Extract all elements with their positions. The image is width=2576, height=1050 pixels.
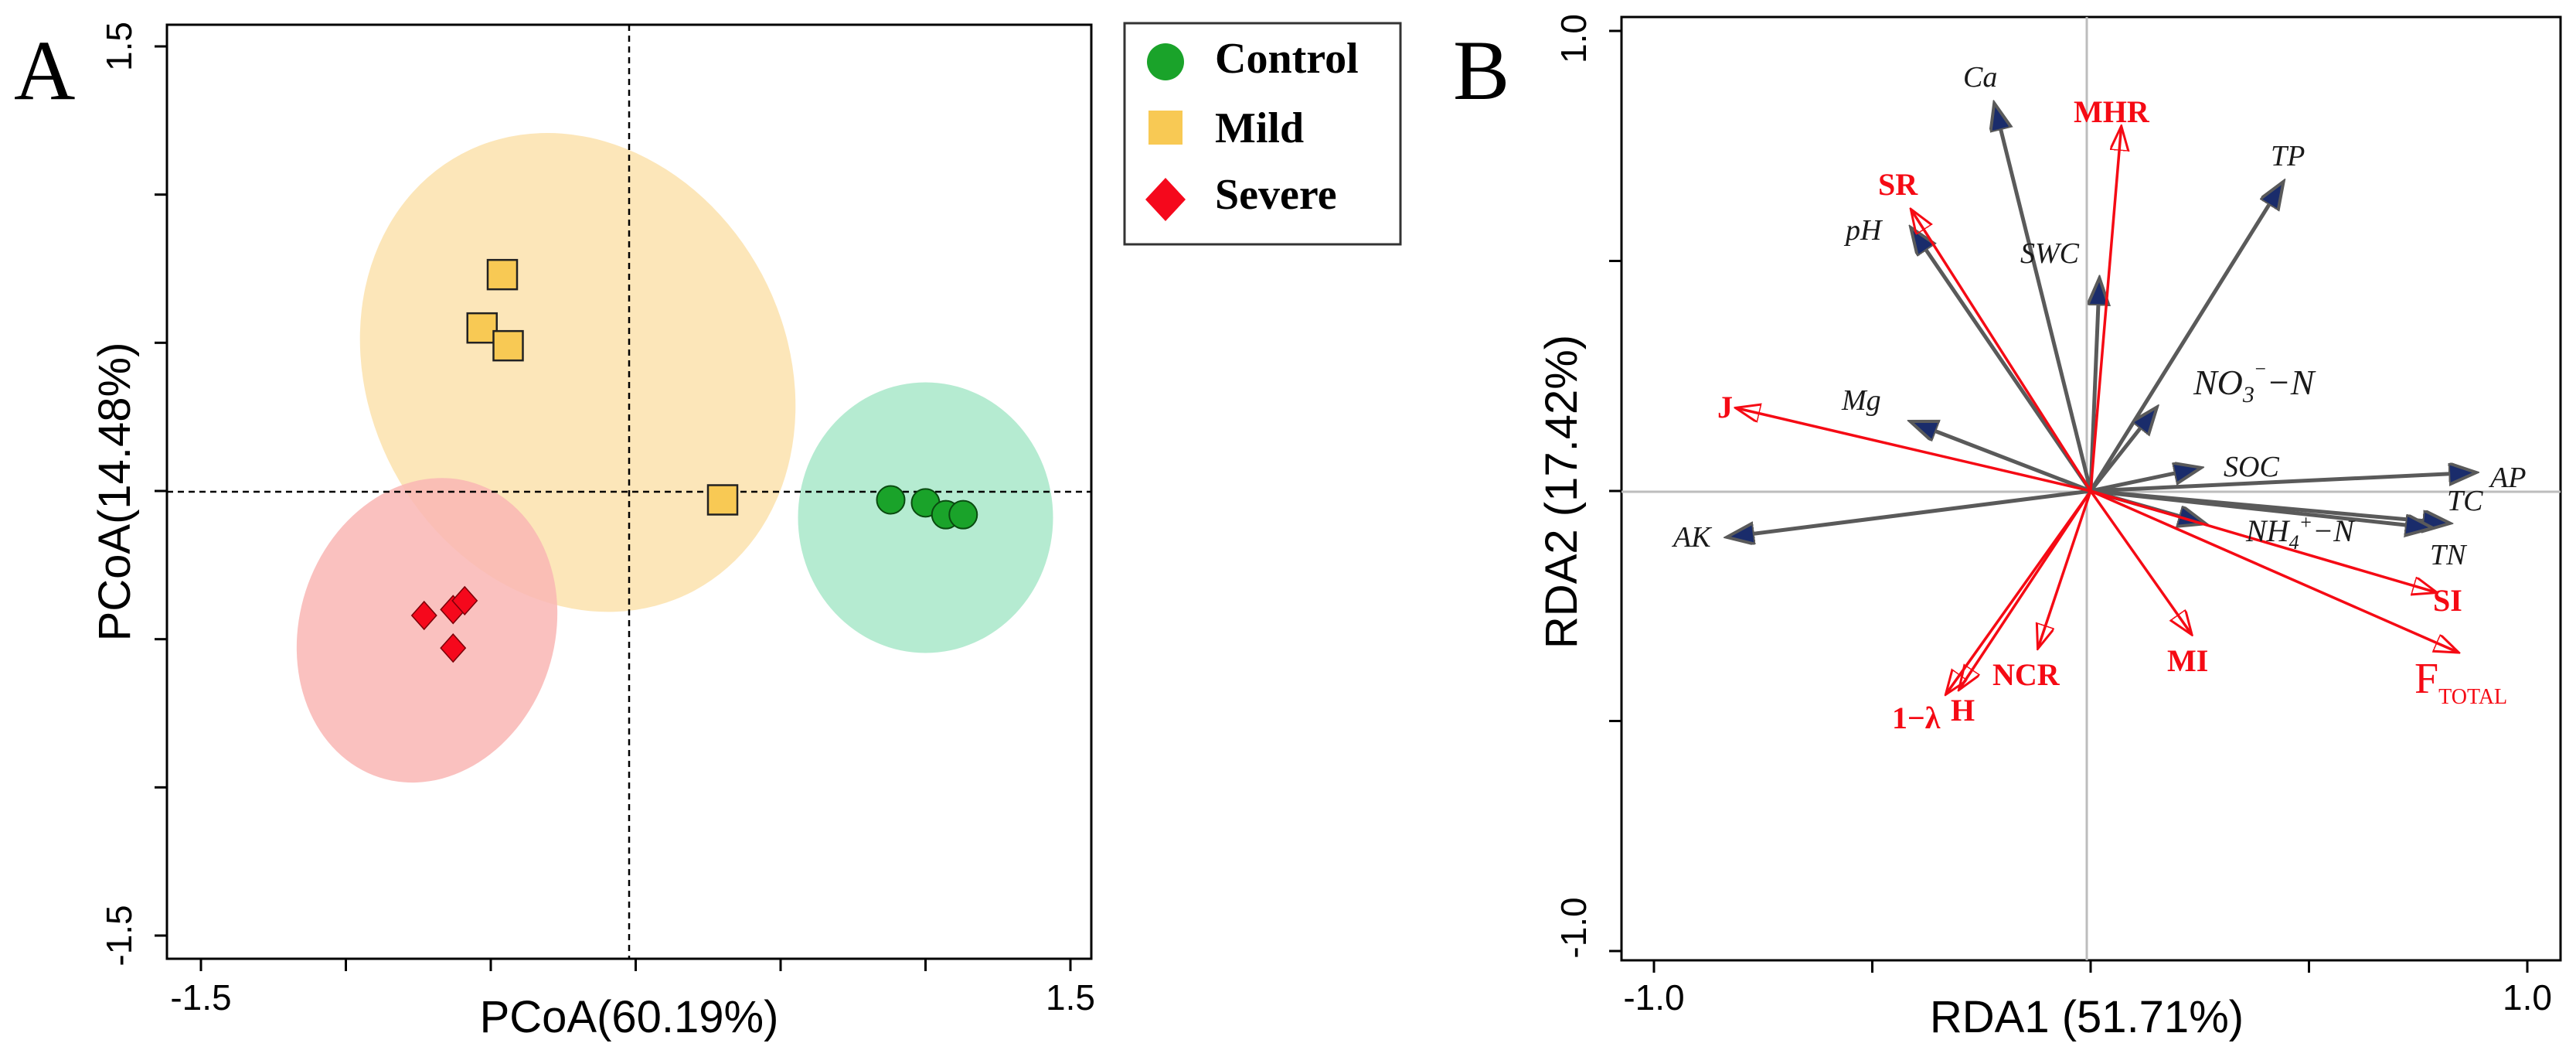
panel-b-letter: B: [1453, 23, 1509, 118]
label-ca: Ca: [1963, 61, 1997, 94]
label-j: J: [1717, 390, 1733, 424]
legend-label-severe: Severe: [1215, 171, 1337, 219]
label-si: SI: [2433, 583, 2462, 618]
rda-x-tick-min: -1.0: [1623, 977, 1684, 1018]
data-points: [410, 258, 978, 663]
y-tick-label-max: 1.5: [99, 22, 139, 71]
rda-y-tick-min: -1.0: [1553, 897, 1594, 958]
legend-marker-mild: [1148, 111, 1183, 145]
label-nh4: NH4+−N: [2245, 511, 2356, 554]
axis-ticks: [155, 45, 1072, 971]
rda-x-axis-title: RDA1 (51.71%): [1930, 992, 2244, 1042]
y-tick-label-min: -1.5: [99, 905, 139, 966]
response-arrow-mhr: [2089, 128, 2122, 492]
point-mild: [486, 258, 519, 291]
x-axis-title: PCoA(60.19%): [480, 992, 779, 1042]
label-mg: Mg: [1841, 384, 1881, 417]
rda-biplot: Ca TP pH SWC Mg SOC AP TC TN AK NO3⁻−N N…: [1536, 14, 2562, 1042]
env-arrow-swc: [2091, 279, 2099, 492]
panel-a-letter: A: [14, 23, 75, 118]
response-arrow-ftotal: [2090, 489, 2458, 652]
env-arrow-soc: [2090, 468, 2200, 493]
env-arrow-ap: [2090, 472, 2475, 493]
ellipse-control: [798, 382, 1053, 653]
label-f-total: FTOTAL: [2414, 655, 2507, 709]
label-ap: AP: [2488, 462, 2526, 494]
environment-vectors: [1728, 104, 2475, 537]
x-tick-label-max: 1.5: [1046, 977, 1095, 1018]
legend-marker-severe: [1145, 178, 1186, 221]
legend-label-mild: Mild: [1215, 104, 1304, 152]
point-mild: [466, 312, 498, 344]
y-axis-title: PCoA(14.48%): [90, 343, 140, 642]
env-arrow-ph: [1911, 229, 2093, 493]
label-nh4-tail: −N: [2312, 513, 2356, 548]
point-severe: [410, 600, 437, 631]
rda-x-tick-max: 1.0: [2503, 977, 2552, 1018]
label-ph: pH: [1843, 214, 1884, 247]
response-arrow-ncr: [2038, 490, 2092, 647]
label-nh4-base: NH: [2245, 513, 2291, 548]
label-mi: MI: [2167, 643, 2208, 678]
env-arrow-tn: [2090, 489, 2431, 528]
point-mild: [706, 484, 739, 516]
label-sr: SR: [1878, 167, 1918, 202]
axis-ticks: [1609, 29, 2529, 973]
response-arrow-1: [1947, 489, 2092, 694]
label-tp: TP: [2271, 140, 2305, 172]
point-severe: [440, 633, 467, 663]
label-nh4-sub: 4: [2289, 531, 2299, 554]
point-control: [948, 499, 978, 530]
label-swc: SWC: [2020, 237, 2080, 270]
label-no3-sup: ⁻: [2254, 360, 2267, 386]
label-no3: NO3⁻−N: [2193, 360, 2316, 407]
label-no3-sub: 3: [2242, 382, 2254, 407]
point-severe: [451, 585, 478, 615]
label-mhr: MHR: [2074, 94, 2150, 129]
label-soc: SOC: [2224, 451, 2279, 483]
label-tn: TN: [2430, 539, 2468, 571]
group-ellipses: [296, 132, 1053, 783]
label-no3-base: NO: [2193, 363, 2243, 402]
label-tc: TC: [2447, 485, 2483, 517]
point-control: [876, 485, 906, 515]
label-f-base: F: [2414, 655, 2438, 703]
env-arrow-mg: [1911, 422, 2091, 493]
x-tick-label-min: -1.5: [170, 977, 231, 1018]
pcoa-plot: -1.5 1.5 1.5 -1.5 PCoA(60.19%) PCoA(14.4…: [90, 22, 1095, 1042]
legend: Control Mild Severe: [1123, 22, 1402, 246]
label-no3-tail: −N: [2267, 363, 2316, 402]
label-ak: AK: [1671, 521, 1712, 554]
rda-y-tick-max: 1.0: [1553, 14, 1594, 63]
point-mild: [492, 329, 524, 362]
response-arrow-mi: [2089, 489, 2191, 633]
rda-y-axis-title: RDA2 (17.42%): [1536, 335, 1587, 649]
response-arrow-j: [1737, 408, 2091, 493]
ellipse-severe: [296, 478, 558, 783]
label-nh4-sup: +: [2299, 511, 2313, 534]
label-h: H: [1951, 693, 1975, 728]
env-arrow-no3n: [2089, 408, 2156, 493]
label-ncr: NCR: [1992, 657, 2060, 692]
label-f-sub: TOTAL: [2438, 685, 2507, 709]
response-vectors: [1737, 128, 2457, 694]
legend-label-control: Control: [1215, 35, 1359, 83]
label-lambda: 1−λ: [1892, 701, 1941, 735]
response-arrow-sr: [1911, 210, 2092, 492]
env-arrow-ca: [1995, 104, 2093, 492]
env-arrow-ak: [1728, 489, 2091, 537]
env-arrow-tp: [2088, 182, 2283, 493]
legend-marker-control: [1147, 43, 1184, 80]
response-arrow-si: [2090, 489, 2435, 592]
